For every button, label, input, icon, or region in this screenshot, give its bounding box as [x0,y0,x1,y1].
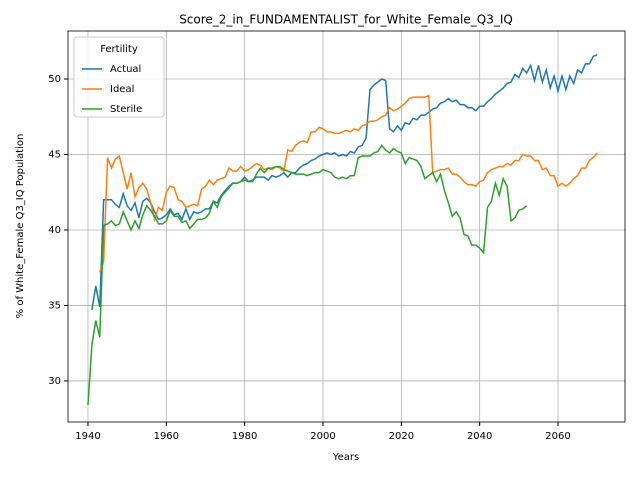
x-tick-label: 2000 [310,431,335,442]
series-line [87,144,528,406]
legend-label: Sterile [110,104,142,115]
x-tick-label: 1940 [75,431,100,442]
x-tick-label: 1960 [154,431,179,442]
legend-box [73,36,165,118]
y-tick-label: 50 [48,74,61,85]
legend-label: Actual [110,64,141,75]
y-tick-label: 45 [48,149,61,160]
legend-label: Ideal [110,84,134,95]
x-axis-label: Years [332,452,359,463]
x-tick-label: 2020 [389,431,414,442]
series-line [91,54,598,311]
x-tick-label: 2060 [545,431,570,442]
y-tick-label: 30 [48,376,61,387]
x-tick-label: 1980 [232,431,257,442]
y-tick-label: 40 [48,225,61,236]
legend: Fertility Actual Ideal Sterile [73,36,165,118]
series-line [99,94,598,273]
plot-frame [67,30,626,423]
x-tick-label: 2040 [467,431,492,442]
legend-title: Fertility [100,44,138,55]
y-axis-label: % of White_Female Q3_IQ Population [15,134,26,319]
chart-title: Score_2_in_FUNDAMENTALIST_for_White_Fema… [179,13,513,27]
y-tick-label: 35 [48,300,61,311]
